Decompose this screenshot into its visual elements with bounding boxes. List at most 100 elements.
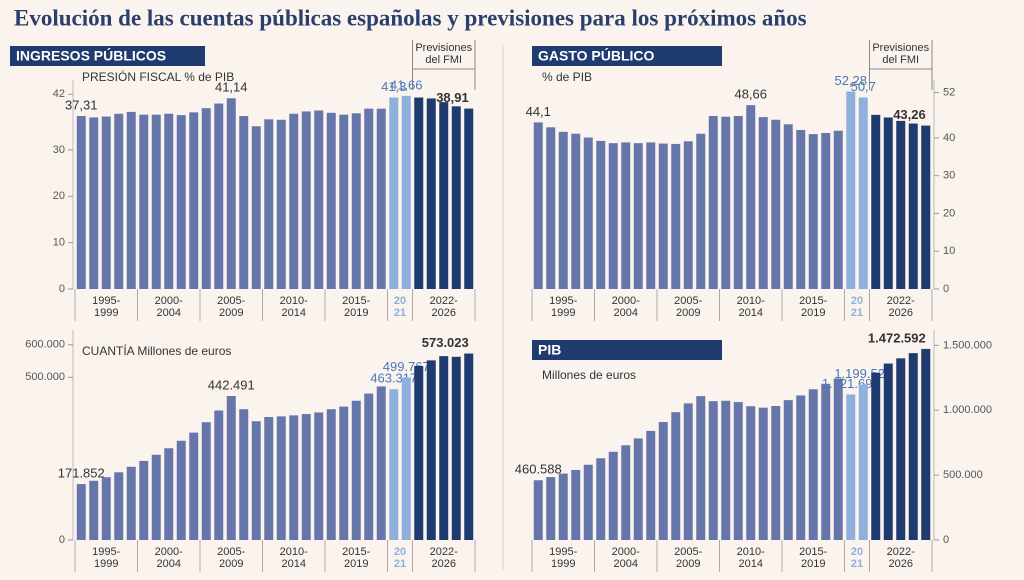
page-title: Evolución de las cuentas públicas españo… [14,5,807,30]
bar [301,111,311,289]
bar [558,131,568,289]
x-group-label: 2022- [887,295,915,307]
panel-header-box [532,340,722,360]
y-tick-label: 500.000 [25,371,65,383]
forecast-note: Previsiones [415,42,472,54]
x-group-label: 2010- [737,295,765,307]
bar [76,484,86,540]
bar [721,400,731,540]
bar [401,95,411,289]
value-label: 460.588 [515,462,562,477]
bar [414,365,424,540]
bar [671,143,681,289]
y-tick-label: 30 [943,170,955,182]
y-tick-label: 40 [943,132,955,144]
bar [821,383,831,540]
bar [464,108,474,289]
bar [101,116,111,289]
x-group-label: 21 [394,307,406,319]
bar [783,400,793,540]
x-group-label: 2005- [674,295,702,307]
bar [101,477,111,540]
bar [389,97,399,289]
value-label: 50,7 [851,79,876,94]
value-label: 44,1 [526,104,551,119]
bar [426,98,436,289]
x-group-label: 1999 [94,558,118,570]
x-group-label: 2009 [219,307,243,319]
x-group-label: 2004 [614,558,638,570]
bar [533,480,543,540]
x-group-label: 21 [851,307,863,319]
x-group-label: 20 [851,295,863,307]
bar [583,464,593,540]
y-tick-label: 600.000 [25,339,65,351]
bar [339,406,349,540]
bar [871,372,881,540]
y-tick-label: 0 [943,534,949,546]
bar [871,114,881,289]
x-group-label: 1995- [549,295,577,307]
bar [276,416,286,540]
bar [189,432,199,540]
value-label: 41,3 [381,79,406,94]
bar [908,353,918,540]
y-tick-label: 20 [943,207,955,219]
bar [646,142,656,289]
bar [896,358,906,540]
bar [646,430,656,540]
value-label: 41,66 [390,77,423,92]
panel-subtitle: PRESIÓN FISCAL % de PIB [82,69,234,84]
bar [696,133,706,289]
x-group-label: 2004 [157,558,181,570]
bar [583,137,593,289]
bar [389,389,399,540]
bar [89,480,99,540]
x-group-label: 1995- [92,546,120,558]
bar [439,356,449,540]
bar [758,407,768,540]
forecast-note: del FMI [425,54,462,66]
bar [364,108,374,290]
x-group-label: 2009 [676,558,700,570]
bar [239,116,249,290]
bar [746,105,756,289]
value-label: 41,14 [215,80,248,95]
bar [351,400,361,540]
x-group-label: 2004 [157,307,181,319]
bar [696,396,706,540]
x-group-label: 2009 [219,558,243,570]
bar [351,113,361,289]
x-group-label: 2005- [217,546,245,558]
bar [189,112,199,289]
panel-subtitle: Millones de euros [542,368,636,382]
bar [414,97,424,289]
bar [226,396,236,540]
bar [783,124,793,290]
panel-header: PIB [538,342,561,358]
bar [151,454,161,540]
bar [733,115,743,289]
bar [808,389,818,540]
bar [326,409,336,540]
bar [833,378,843,540]
bar [164,113,174,289]
x-group-label: 2000- [155,295,183,307]
bar [364,393,374,540]
bar [139,460,149,540]
bar [326,112,336,290]
x-group-label: 2019 [344,307,368,319]
bar [126,111,136,290]
bar [621,445,631,540]
bar [426,360,436,540]
y-tick-label: 52 [943,86,955,98]
x-group-label: 2019 [801,307,825,319]
value-label: 37,31 [65,97,98,112]
bar [139,114,149,289]
value-label: 48,66 [734,87,767,102]
y-tick-label: 500.000 [943,469,983,481]
x-group-label: 20 [394,546,406,558]
bar [658,143,668,289]
bar [846,394,856,540]
bar [214,410,224,540]
